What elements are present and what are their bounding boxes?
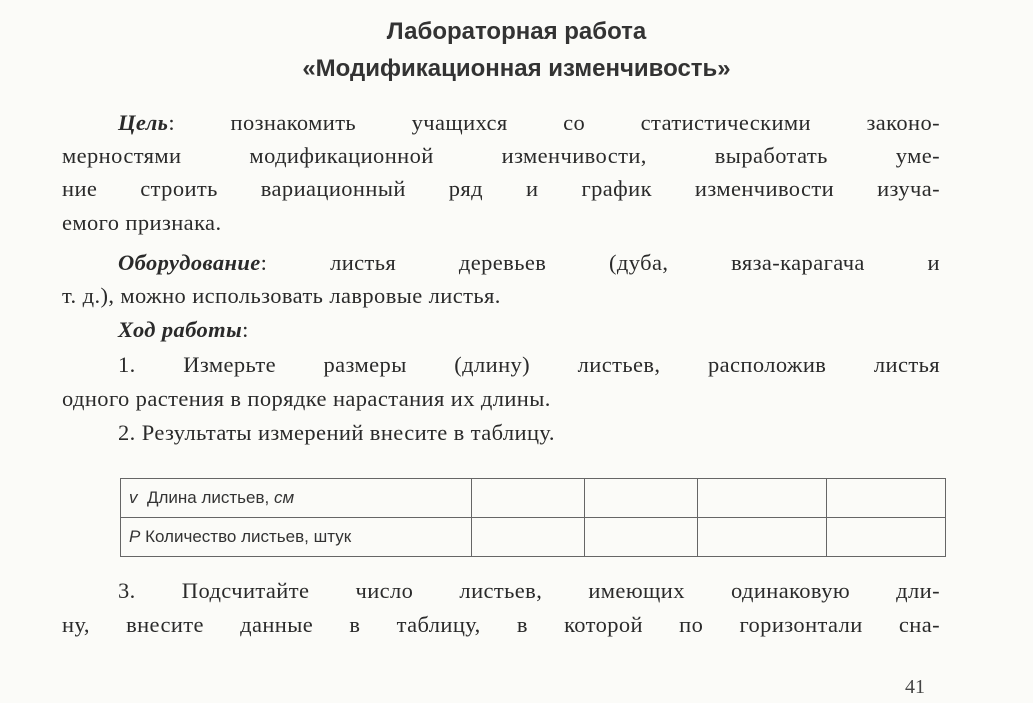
goal-label: Цель bbox=[118, 110, 169, 135]
goal-line: мерностями модификационной изменчивости,… bbox=[62, 143, 940, 168]
row-symbol: P bbox=[129, 527, 141, 546]
row-symbol: v bbox=[129, 488, 138, 507]
goal-line: ние строить вариационный ряд и график из… bbox=[62, 176, 940, 201]
title-line-2: «Модификационная изменчивость» bbox=[302, 55, 731, 82]
table-cell[interactable] bbox=[471, 478, 585, 518]
page-number: 41 bbox=[905, 676, 925, 698]
step2-line: 2. Результаты измерений внесите в таблиц… bbox=[118, 420, 555, 445]
procedure-label: Ход работы bbox=[118, 317, 243, 342]
step1-line: одного растения в порядке нарастания их … bbox=[62, 386, 551, 411]
equipment-line: т. д.), можно использовать лавровые лист… bbox=[62, 283, 501, 308]
goal-text: : познакомить учащихся со статистическим… bbox=[168, 110, 940, 135]
table-cell[interactable] bbox=[584, 478, 698, 518]
equipment-text: : листья деревьев (дуба, вяза-карагача и bbox=[260, 250, 940, 275]
measurement-table: v Длина листьев, см P Количество листьев… bbox=[120, 478, 946, 557]
equipment-line: Оборудование: листья деревьев (дуба, вяз… bbox=[118, 250, 940, 276]
row-label: Длина листьев, bbox=[146, 488, 274, 507]
goal-line: емого признака. bbox=[62, 210, 222, 235]
procedure-heading: Ход работы: bbox=[118, 317, 940, 343]
title-line-1: Лабораторная работа bbox=[386, 18, 647, 45]
table-cell[interactable] bbox=[471, 517, 585, 557]
step3-line: 3. Подсчитайте число листьев, имеющих од… bbox=[118, 578, 940, 603]
procedure-colon: : bbox=[242, 317, 249, 342]
step3-line: ну, внесите данные в таблицу, в которой … bbox=[62, 612, 940, 637]
table-cell[interactable] bbox=[826, 478, 946, 518]
row-unit: см bbox=[273, 488, 295, 507]
equipment-label: Оборудование bbox=[118, 250, 261, 275]
row-label: Количество листьев, штук bbox=[145, 527, 352, 546]
row-label-cell: v Длина листьев, см bbox=[120, 478, 472, 518]
table-cell[interactable] bbox=[584, 517, 698, 557]
table-row: P Количество листьев, штук bbox=[120, 517, 946, 557]
table-cell[interactable] bbox=[697, 517, 827, 557]
table-cell[interactable] bbox=[826, 517, 946, 557]
goal-line: Цель: познакомить учащихся со статистиче… bbox=[118, 110, 940, 136]
step1-line: 1. Измерьте размеры (длину) листьев, рас… bbox=[118, 352, 940, 377]
table-cell[interactable] bbox=[697, 478, 827, 518]
table-row: v Длина листьев, см bbox=[120, 478, 946, 518]
row-label-cell: P Количество листьев, штук bbox=[120, 517, 472, 557]
